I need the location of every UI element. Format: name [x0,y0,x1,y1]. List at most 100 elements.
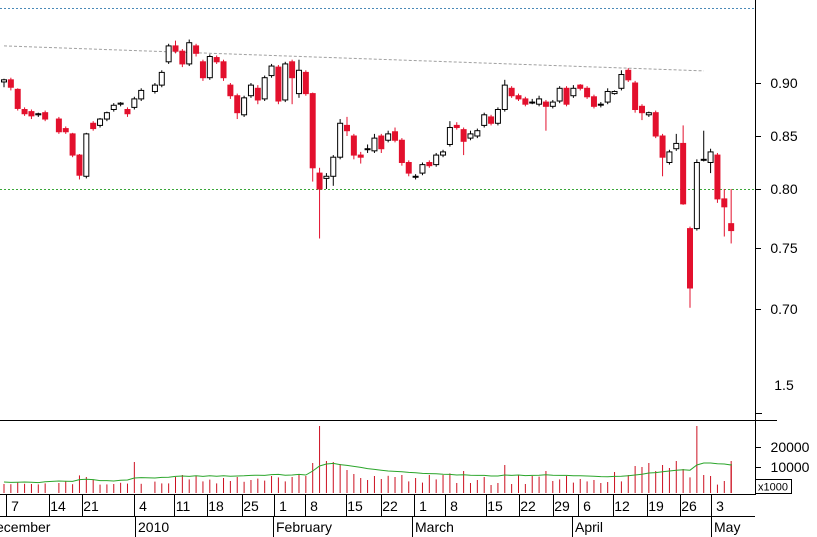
candle-body [268,65,275,77]
candle-body [398,139,405,164]
candle [254,85,261,105]
candle-body [103,112,110,120]
price-tick-label: 0.90 [770,75,797,91]
candle-body [597,103,604,106]
candle-body [138,89,145,100]
candle [488,114,495,126]
x-day-label: 3 [716,498,724,514]
candle-body [611,90,618,95]
candle-body [186,42,193,65]
candle-body [638,105,645,114]
candle [597,102,604,108]
candles-layer [1,39,735,308]
candle [398,138,405,166]
candle-body [234,95,241,114]
candle-body [632,82,639,110]
x-day-label: 25 [243,498,259,514]
candle [206,54,213,80]
candle-body [199,61,206,79]
volume-multiplier-label: x1000 [758,482,788,494]
candle [392,127,399,143]
candle-body [542,101,549,107]
candle-body [309,93,316,169]
candle [563,86,570,107]
x-day-label: 7 [11,498,19,514]
candle [97,117,104,128]
price-tick-label: 0.75 [770,240,797,256]
candle [385,130,392,143]
candle-body [364,148,371,151]
candle-body [488,116,495,124]
candle-body [494,109,501,124]
price-extra-label: 1.5 [774,377,794,393]
candle [728,189,735,244]
candle-body [344,124,350,132]
candle-body [179,50,186,65]
candle-body [460,129,467,142]
candle-body [357,154,364,158]
candle [234,93,241,120]
candle [536,95,543,107]
candle-body [289,61,296,79]
candle [14,88,21,111]
candle [309,92,316,182]
candle [652,110,659,139]
candle [529,98,536,105]
candle [426,160,433,168]
candle-body [220,61,227,79]
x-day-label: 6 [583,498,591,514]
candle-body [625,69,632,81]
candle [707,148,714,174]
candle [638,104,645,121]
candle [714,152,721,203]
candle [1,78,7,88]
candle-body [440,151,447,156]
candle [673,133,680,151]
candle-body [97,118,104,126]
candle [632,80,639,113]
candle-body [378,135,385,150]
candle [440,149,447,158]
candle-body [405,162,412,174]
candle-body [680,142,687,205]
candle-body [254,87,261,101]
candle-body [659,135,666,158]
candle-body [426,162,433,167]
candle [337,119,344,160]
x-day-label: 1 [279,498,287,514]
candle [165,43,172,64]
candle-body [687,228,693,289]
candle [42,110,49,122]
x-month-label: ecember [0,519,51,535]
candle-body [172,45,179,52]
candle [364,144,371,153]
candle-body [337,122,344,158]
x-day-label: 19 [648,498,664,514]
candle-body [227,84,234,97]
price-tick-label: 0.80 [770,181,797,197]
candle-body [371,137,378,152]
x-day-label: 22 [382,498,398,514]
candle-body [570,87,577,97]
candle-body [76,154,83,176]
candle [69,132,76,158]
candle [83,132,90,179]
candle-body [323,175,330,179]
candle [371,133,378,153]
candle [419,162,426,176]
candle-body [275,66,282,102]
candle-body [206,56,213,79]
x-day-label: 8 [450,498,458,514]
candle [446,121,453,147]
trendline-layer [3,45,704,72]
candle [680,125,687,205]
candle [453,122,460,130]
candle-body [90,122,97,130]
candle-body [110,104,117,111]
x-month-label: April [575,519,603,535]
candle [227,83,234,99]
candle-body [590,96,597,107]
candle-body [330,156,337,177]
candle-body [474,130,481,137]
candle [289,59,296,105]
